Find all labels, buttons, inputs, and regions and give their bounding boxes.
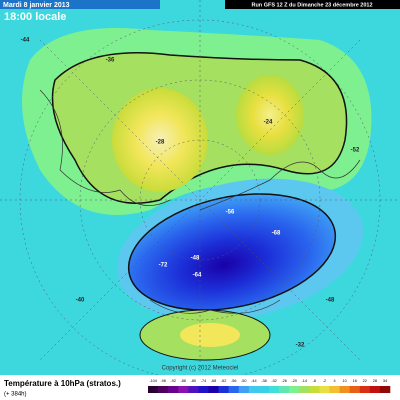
scale-swatch xyxy=(168,386,179,393)
run-bar xyxy=(225,0,400,9)
scale-label: -86 xyxy=(181,379,187,383)
scale-swatch xyxy=(379,386,391,393)
warm-core-south xyxy=(180,323,240,347)
scale-label: -2 xyxy=(323,379,326,383)
scale-label: -62 xyxy=(221,379,227,383)
scale-swatch xyxy=(279,386,290,393)
map-label: -52 xyxy=(351,148,360,154)
map-label: -72 xyxy=(159,263,168,269)
scale-label: -32 xyxy=(271,379,277,383)
scale-swatch xyxy=(319,386,330,393)
scale-swatch xyxy=(198,386,209,393)
copyright: Copyright (c) 2012 Meteociel xyxy=(162,366,239,372)
color-scale: -104 -98 -92 -86 -80 -74 -68 -62 -56 -50 -44 -38 -32… xyxy=(148,379,391,393)
scale-swatch xyxy=(339,386,350,393)
warm-area-west xyxy=(112,88,208,192)
scale-label: 22 xyxy=(363,379,367,383)
forecast-time: 18:00 locale xyxy=(4,11,66,23)
scale-swatch xyxy=(369,386,381,393)
scale-label: 16 xyxy=(353,379,357,383)
scale-swatch xyxy=(258,386,270,393)
polar-vortex xyxy=(127,193,337,311)
scale-swatch xyxy=(228,386,240,393)
map-label: -48 xyxy=(191,256,200,262)
map-label: -48 xyxy=(326,298,335,304)
scale-label: 34 xyxy=(383,379,387,383)
scale-label: -68 xyxy=(211,379,217,383)
map-label: -24 xyxy=(264,120,273,126)
scale-label: 28 xyxy=(373,379,377,383)
footer-title: Température à 10hPa (stratos.) xyxy=(4,379,121,388)
scale-swatch xyxy=(289,386,300,393)
scale-label: -56 xyxy=(231,379,237,383)
footer-lead: (+ 384h) xyxy=(4,392,27,398)
date-bar xyxy=(0,0,160,9)
scale-label: -92 xyxy=(170,379,176,383)
map-label: -32 xyxy=(296,343,305,349)
scale-swatch xyxy=(218,386,229,393)
run-info: Run GFS 12 Z du Dimanche 23 décembre 201… xyxy=(251,2,372,8)
scale-swatch xyxy=(269,386,280,393)
scale-swatch xyxy=(299,386,310,393)
scale-swatch xyxy=(208,386,219,393)
scale-label: -74 xyxy=(201,379,207,383)
scale-swatch xyxy=(359,386,371,393)
map-label: -56 xyxy=(226,210,235,216)
scale-label: -26 xyxy=(281,379,287,383)
scale-label: -14 xyxy=(302,379,308,383)
scale-label: -80 xyxy=(191,379,197,383)
map-label: -44 xyxy=(21,38,30,44)
scale-swatch xyxy=(188,386,199,393)
scale-label: -104 xyxy=(149,379,157,383)
scale-swatch xyxy=(349,386,361,393)
coastlines xyxy=(39,89,361,314)
forecast-date: Mardi 8 janvier 2013 xyxy=(3,2,70,9)
scale-swatch xyxy=(158,386,169,393)
map-labels: -72 -68 -64 -48 -56 -28 -24 -52 -40 -44 -48 -36 -32 xyxy=(21,38,360,349)
map-label: -68 xyxy=(272,231,281,237)
scale-label: -50 xyxy=(241,379,247,383)
scale-label: 4 xyxy=(333,379,335,383)
scale-swatch xyxy=(248,386,260,393)
map-label: -36 xyxy=(106,58,115,64)
warm-area-east xyxy=(236,75,304,155)
graticule xyxy=(0,0,400,381)
scale-swatch xyxy=(148,386,159,393)
scale-swatch xyxy=(329,386,340,393)
scale-swatch xyxy=(309,386,320,393)
scale-label: -38 xyxy=(261,379,267,383)
scale-swatch xyxy=(238,386,250,393)
map-label: -28 xyxy=(156,140,165,146)
scale-label: -98 xyxy=(160,379,166,383)
scale-label: 10 xyxy=(343,379,347,383)
scale-label: -20 xyxy=(291,379,297,383)
map-label: -40 xyxy=(76,298,85,304)
scale-label: -8 xyxy=(313,379,316,383)
scale-swatch xyxy=(178,386,189,393)
map-label: -64 xyxy=(193,273,202,279)
scale-label: -44 xyxy=(251,379,257,383)
